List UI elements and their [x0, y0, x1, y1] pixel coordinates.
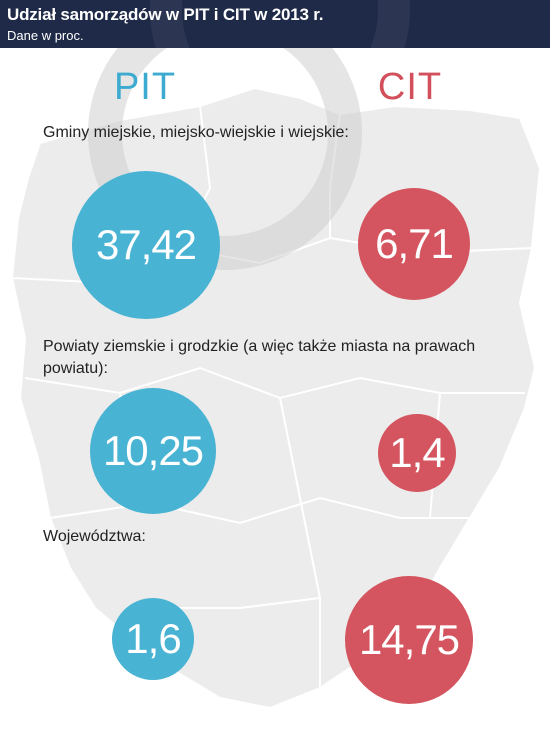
header-bar: Udział samorządów w PIT i CIT w 2013 r. … [0, 0, 550, 48]
section-label-powiaty: Powiaty ziemskie i grodzkie (a więc takż… [43, 338, 476, 377]
pit-column-header: PIT [113, 66, 177, 108]
section-label-wojewodztwa: Województwa: [43, 528, 146, 545]
bubble-cit-gminy: 6,71 [358, 188, 470, 300]
bubble-pit-powiaty: 10,25 [90, 388, 216, 514]
bubble-cit-wojewodztwa: 14,75 [345, 576, 473, 704]
section-label-gminy: Gminy miejskie, miejsko-wiejskie i wiejs… [43, 124, 349, 141]
bubble-pit-gminy: 37,42 [72, 171, 220, 319]
chart-title: Udział samorządów w PIT i CIT w 2013 r. [7, 5, 324, 24]
chart-subtitle: Dane w proc. [7, 28, 84, 43]
cit-column-header: CIT [377, 66, 443, 108]
bubble-pit-wojewodztwa: 1,6 [112, 598, 194, 680]
header-decoration [150, 0, 410, 48]
bubble-cit-powiaty: 1,4 [378, 414, 456, 492]
